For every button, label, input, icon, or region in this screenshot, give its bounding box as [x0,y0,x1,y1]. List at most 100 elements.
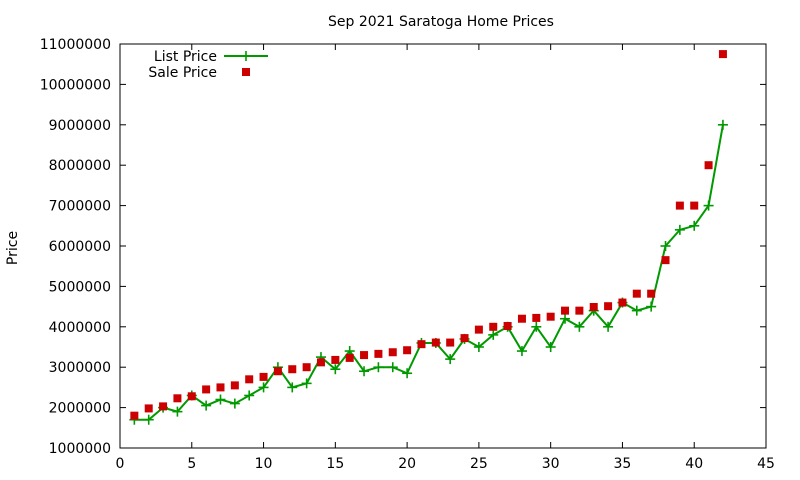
list-price-point [445,354,456,365]
series-layer [129,50,728,425]
y-axis-label: Price [5,231,21,265]
sale-price-point [704,161,713,170]
sale-price-point [144,404,153,413]
list-price-point [387,362,398,373]
list-price-point [660,241,671,251]
y-tick-label: 10000000 [40,77,111,93]
x-tick-label: 0 [116,456,125,472]
sale-price-point [690,201,699,210]
sale-price-point [417,340,426,349]
list-price-point [603,321,614,332]
list-price-point [229,398,240,409]
legend-sample-sale-price [242,68,250,76]
sale-price-point [360,351,369,360]
legend-marker-list-price [241,51,251,61]
list-price-point [201,400,212,411]
list-price-point [402,368,413,379]
y-tick-label: 7000000 [49,199,111,215]
x-tick-label: 35 [614,456,632,472]
list-price-point [215,394,226,405]
y-tick-label: 2000000 [49,401,111,417]
list-price-point [143,414,154,425]
sale-price-point [302,363,311,372]
list-price-point [301,378,312,389]
sale-price-point [374,349,383,358]
y-tick-label: 5000000 [49,279,111,295]
sale-price-point [273,367,282,376]
sale-price-point [230,381,239,390]
sale-price-point [446,338,455,347]
y-tick-label: 6000000 [49,239,111,255]
sale-price-point [388,348,397,357]
y-axis: 1000000 2000000 3000000 4000000 5000000 60000… [40,37,766,457]
sale-price-point [159,402,168,411]
list-price-point [560,313,571,324]
list-price-point [359,366,370,377]
sale-price-point [575,306,584,315]
sale-price-point [173,394,182,403]
sale-price-point [589,303,598,312]
sale-price-point [202,385,211,394]
list-price-point [574,321,585,332]
sale-price-point [517,314,526,323]
legend: List Price Sale Price [148,49,268,81]
list-price-point [674,224,685,235]
x-tick-label: 15 [326,456,344,472]
y-tick-label: 8000000 [49,158,111,174]
y-tick-label: 1000000 [49,441,111,457]
list-price-point [545,342,556,352]
list-price-point [330,364,341,375]
list-price-point [631,305,642,316]
y-tick-label: 4000000 [49,320,111,336]
list-price-point [373,362,384,373]
x-tick-label: 5 [187,456,196,472]
list-price-point [172,406,183,417]
legend-label-sale-price: Sale Price [148,65,217,81]
x-tick-label: 20 [398,456,416,472]
sale-price-point [216,383,225,392]
sale-price-point [647,289,656,298]
x-tick-label: 25 [470,456,488,472]
list-price-point [703,200,714,211]
x-tick-label: 45 [757,456,775,472]
sale-price-point [259,372,268,381]
list-price-point [258,382,269,393]
sale-price-point [532,313,541,322]
sale-price-point [561,306,570,315]
sale-price-point [316,358,325,367]
sale-price-point [403,346,412,355]
x-tick-label: 40 [685,456,703,472]
list-price-point [488,329,499,340]
sale-price-point [331,355,340,364]
list-price-point [717,119,728,130]
x-axis: 0 5 10 15 20 25 30 35 40 45 [116,44,775,472]
list-price-point [531,321,542,332]
x-tick-label: 10 [255,456,273,472]
sale-price-point [489,322,498,331]
y-tick-label: 11000000 [40,37,111,53]
sale-price-point [474,325,483,334]
y-tick-label: 9000000 [49,118,111,134]
list-price-point [689,220,700,231]
sale-price-point [460,334,469,343]
list-price-point [646,301,657,312]
list-price-point [287,382,298,393]
chart-title: Sep 2021 Saratoga Home Prices [328,14,554,30]
sale-price-point [130,411,139,420]
y-tick-label: 3000000 [49,360,111,376]
sale-price-point [288,365,297,374]
sale-price-point [618,298,627,307]
list-price-point [516,346,527,357]
list-price-point [244,390,255,401]
legend-sample-list-price [224,51,268,61]
sale-price-point [546,312,555,321]
sale-price-point [632,289,641,298]
list-price-line [134,124,724,421]
sale-price-point [245,375,254,384]
sale-price-point [345,353,354,362]
sale-price-point [431,338,440,347]
x-tick-label: 30 [542,456,560,472]
legend-marker-sale-price [242,68,250,76]
